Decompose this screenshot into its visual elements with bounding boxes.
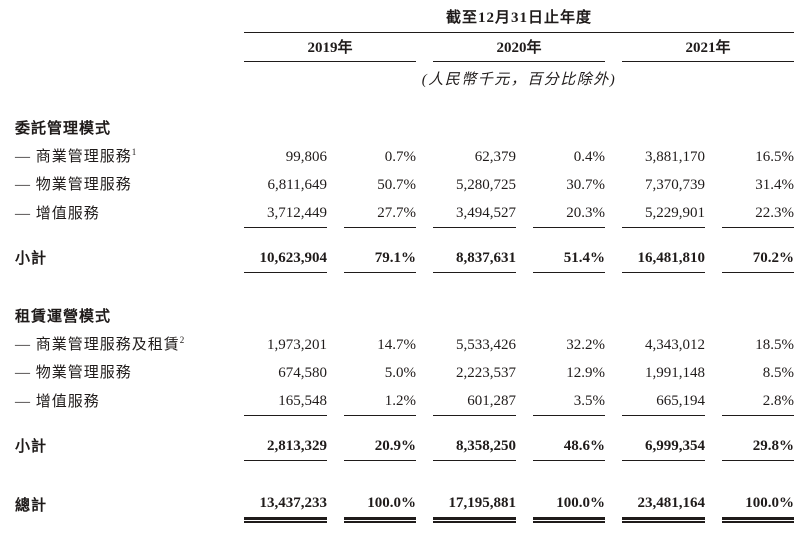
value-2021-pct: 2.8% [722, 387, 794, 416]
total-2019-pct: 100.0% [344, 489, 416, 523]
value-2019-amount: 6,811,649 [267, 177, 327, 193]
row-label: — 增值服務 [15, 388, 227, 416]
section-header-lease: 租賃運營模式 [15, 309, 112, 325]
value-2020-amount: 601,287 [433, 387, 516, 416]
subtotal-label: 小計 [15, 251, 48, 267]
row-label-text: — 物業管理服務 [15, 177, 132, 193]
value-2019-pct: 27.7% [344, 199, 416, 228]
year-label-2021: 2021年 [622, 33, 794, 62]
table-row: — 增值服務 165,548 1.2% 601,287 3.5% 665,194… [0, 387, 797, 416]
total-2019-amount: 13,437,233 [244, 489, 327, 523]
row-label-text: — 增值服務 [15, 206, 100, 222]
value-2021-pct: 31.4% [755, 177, 794, 193]
value-2020-pct: 12.9% [566, 365, 605, 381]
unit-note: (人民幣千元，百分比除外) [421, 72, 617, 88]
value-2020-pct: 32.2% [566, 337, 605, 353]
row-label: — 商業管理服務及租賃2 [15, 331, 227, 359]
subtotal-row: 小計 2,813,329 20.9% 8,358,250 48.6% 6,999… [0, 432, 797, 461]
value-2021-amount: 1,991,148 [645, 365, 705, 381]
subtotal-row: 小計 10,623,904 79.1% 8,837,631 51.4% 16,4… [0, 244, 797, 273]
year-columns: 2019年 2020年 2021年 [244, 33, 794, 62]
value-2019-pct: 5.0% [384, 365, 416, 381]
table-header: 截至12月31日止年度 2019年 2020年 2021年 (人民幣千元，百分比… [244, 0, 794, 89]
subtotal-2020-amount: 8,358,250 [433, 432, 516, 461]
value-2020-pct: 3.5% [533, 387, 605, 416]
value-2020-amount: 5,533,426 [456, 337, 516, 353]
subtotal-2021-pct: 70.2% [722, 244, 794, 273]
period-header: 截至12月31日止年度 [445, 10, 592, 26]
subtotal-2020-pct: 48.6% [533, 432, 605, 461]
row-label-text: — 物業管理服務 [15, 365, 132, 381]
value-2020-amount: 2,223,537 [456, 365, 516, 381]
value-2019-pct: 1.2% [344, 387, 416, 416]
row-label: — 增值服務 [15, 200, 227, 228]
value-2020-amount: 3,494,527 [433, 199, 516, 228]
value-2019-pct: 50.7% [377, 177, 416, 193]
subtotal-2021-amount: 6,999,354 [622, 432, 705, 461]
value-2021-pct: 8.5% [762, 365, 794, 381]
value-2021-pct: 18.5% [755, 337, 794, 353]
subtotal-2019-amount: 10,623,904 [244, 244, 327, 273]
section-header-row: 租賃運營模式 [0, 303, 797, 331]
section-header-row: 委託管理模式 [0, 115, 797, 143]
footnote-marker: 2 [179, 335, 185, 345]
value-2020-amount: 5,280,725 [456, 177, 516, 193]
value-2021-amount: 3,881,170 [645, 149, 705, 165]
value-2021-amount: 665,194 [622, 387, 705, 416]
value-2019-amount: 3,712,449 [244, 199, 327, 228]
value-2021-pct: 16.5% [755, 149, 794, 165]
value-2021-amount: 7,370,739 [645, 177, 705, 193]
row-label: — 商業管理服務1 [15, 143, 227, 171]
value-2020-pct: 0.4% [573, 149, 605, 165]
value-2019-pct: 0.7% [384, 149, 416, 165]
value-2021-amount: 4,343,012 [645, 337, 705, 353]
total-2021-pct: 100.0% [722, 489, 794, 523]
row-label: — 物業管理服務 [15, 171, 227, 199]
year-label-2020: 2020年 [433, 33, 605, 62]
value-2019-amount: 1,973,201 [267, 337, 327, 353]
value-2020-amount: 62,379 [474, 149, 516, 165]
value-2019-pct: 14.7% [377, 337, 416, 353]
total-2021-amount: 23,481,164 [622, 489, 705, 523]
table-row: — 增值服務 3,712,449 27.7% 3,494,527 20.3% 5… [0, 199, 797, 228]
value-2021-pct: 22.3% [722, 199, 794, 228]
table-row: — 物業管理服務 6,811,649 50.7% 5,280,725 30.7%… [0, 171, 797, 199]
total-2020-amount: 17,195,881 [433, 489, 516, 523]
value-2019-amount: 165,548 [244, 387, 327, 416]
row-label-text: — 商業管理服務及租賃 [15, 337, 180, 353]
total-label: 總計 [15, 498, 48, 514]
value-2019-amount: 674,580 [278, 365, 327, 381]
section-header-entrusted: 委託管理模式 [15, 121, 112, 137]
subtotal-2019-pct: 79.1% [344, 244, 416, 273]
row-label: — 物業管理服務 [15, 359, 227, 387]
subtotal-label: 小計 [15, 439, 48, 455]
value-2020-pct: 20.3% [533, 199, 605, 228]
subtotal-2019-amount: 2,813,329 [244, 432, 327, 461]
total-2020-pct: 100.0% [533, 489, 605, 523]
value-2021-amount: 5,229,901 [622, 199, 705, 228]
value-2020-pct: 30.7% [566, 177, 605, 193]
table-row: — 商業管理服務1 99,806 0.7% 62,379 0.4% 3,881,… [0, 143, 797, 171]
year-label-2019: 2019年 [244, 33, 416, 62]
footnote-marker: 1 [131, 147, 137, 157]
table-row: — 物業管理服務 674,580 5.0% 2,223,537 12.9% 1,… [0, 359, 797, 387]
subtotal-2021-pct: 29.8% [722, 432, 794, 461]
total-row: 總計 13,437,233 100.0% 17,195,881 100.0% 2… [0, 489, 797, 523]
subtotal-2020-amount: 8,837,631 [433, 244, 516, 273]
subtotal-2020-pct: 51.4% [533, 244, 605, 273]
row-label-text: — 商業管理服務 [15, 149, 132, 165]
subtotal-2021-amount: 16,481,810 [622, 244, 705, 273]
period-header-rule [244, 32, 794, 33]
table-row: — 商業管理服務及租賃2 1,973,201 14.7% 5,533,426 3… [0, 331, 797, 359]
subtotal-2019-pct: 20.9% [344, 432, 416, 461]
value-2019-amount: 99,806 [285, 149, 327, 165]
row-label-text: — 增值服務 [15, 394, 100, 410]
